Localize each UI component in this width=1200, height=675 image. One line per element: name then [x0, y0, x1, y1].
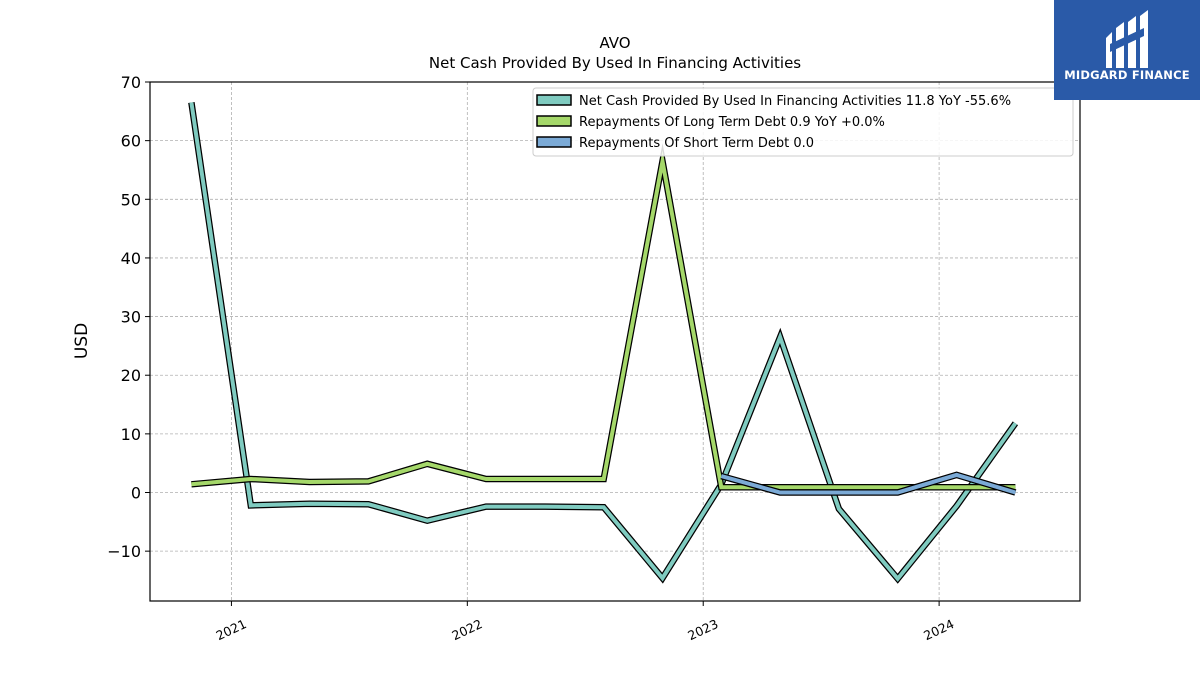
data-point	[1013, 421, 1017, 425]
y-axis: −10 0 10 20 30 40 50 60 70	[107, 73, 150, 561]
plot-frame	[149, 81, 1081, 602]
y-axis-label: USD	[72, 323, 92, 359]
legend-label: Repayments Of Long Term Debt 0.9 YoY +0.…	[579, 115, 885, 130]
y-tick-label: 20	[121, 366, 141, 385]
legend-swatch	[536, 136, 572, 148]
data-point	[484, 477, 488, 481]
data-point	[308, 480, 312, 484]
data-point	[425, 462, 429, 466]
x-tick-label: 2024	[921, 616, 956, 643]
chart-subtitle: Net Cash Provided By Used In Financing A…	[429, 54, 801, 72]
legend-swatch	[536, 115, 572, 127]
y-tick-label: −10	[107, 542, 141, 561]
y-tick-label: 0	[131, 484, 141, 503]
data-point	[189, 482, 193, 486]
x-tick-label: 2023	[685, 616, 720, 643]
data-point	[484, 505, 488, 509]
legend: Net Cash Provided By Used In Financing A…	[532, 87, 1074, 157]
data-point	[837, 507, 841, 511]
y-tick-label: 10	[121, 425, 141, 444]
y-tick-label: 30	[121, 308, 141, 327]
series-line	[189, 102, 1018, 582]
data-point	[837, 491, 841, 495]
data-point	[778, 335, 782, 339]
y-tick-label: 60	[121, 132, 141, 151]
legend-label: Repayments Of Short Term Debt 0.0	[579, 136, 814, 151]
data-point	[1013, 491, 1017, 495]
data-point	[1013, 485, 1017, 489]
series-lines	[188, 101, 1019, 584]
data-point	[896, 577, 900, 581]
legend-swatch	[536, 94, 572, 106]
series-2	[719, 471, 1017, 496]
data-point	[308, 502, 312, 506]
data-point	[778, 491, 782, 495]
data-point	[602, 505, 606, 509]
data-point	[837, 485, 841, 489]
data-point	[366, 502, 370, 506]
data-point	[425, 519, 429, 523]
x-tick-label: 2022	[449, 616, 484, 643]
data-point	[249, 503, 253, 507]
series-line	[720, 472, 1016, 495]
data-point	[955, 485, 959, 489]
x-tick-label: 2021	[214, 616, 249, 643]
midgard-finance-logo: MIDGARD FINANCE	[1054, 0, 1200, 100]
series-line	[191, 150, 1016, 490]
legend-label: Net Cash Provided By Used In Financing A…	[579, 94, 1011, 109]
data-point	[661, 159, 665, 163]
data-point	[955, 473, 959, 477]
y-tick-label: 40	[121, 249, 141, 268]
y-tick-label: 50	[121, 190, 141, 209]
data-point	[543, 505, 547, 509]
series-1	[189, 143, 1017, 491]
data-point	[955, 504, 959, 508]
data-point	[602, 477, 606, 481]
data-point	[896, 485, 900, 489]
legend-box	[532, 87, 1074, 157]
data-point	[778, 485, 782, 489]
data-point	[661, 576, 665, 580]
series-0	[188, 101, 1019, 584]
data-point	[249, 477, 253, 481]
data-point	[719, 474, 723, 478]
x-axis: 2021 2022 2023 2024	[214, 601, 956, 643]
logo-text: MIDGARD FINANCE	[1064, 68, 1190, 82]
data-point	[366, 479, 370, 483]
y-tick-label: 70	[121, 73, 141, 92]
data-point	[719, 485, 723, 489]
logo-mark-icon	[1106, 10, 1148, 68]
data-point	[896, 491, 900, 495]
data-point	[189, 101, 193, 105]
chart-title: AVO	[599, 34, 630, 52]
data-point	[543, 477, 547, 481]
series-line-outline	[191, 143, 1016, 491]
